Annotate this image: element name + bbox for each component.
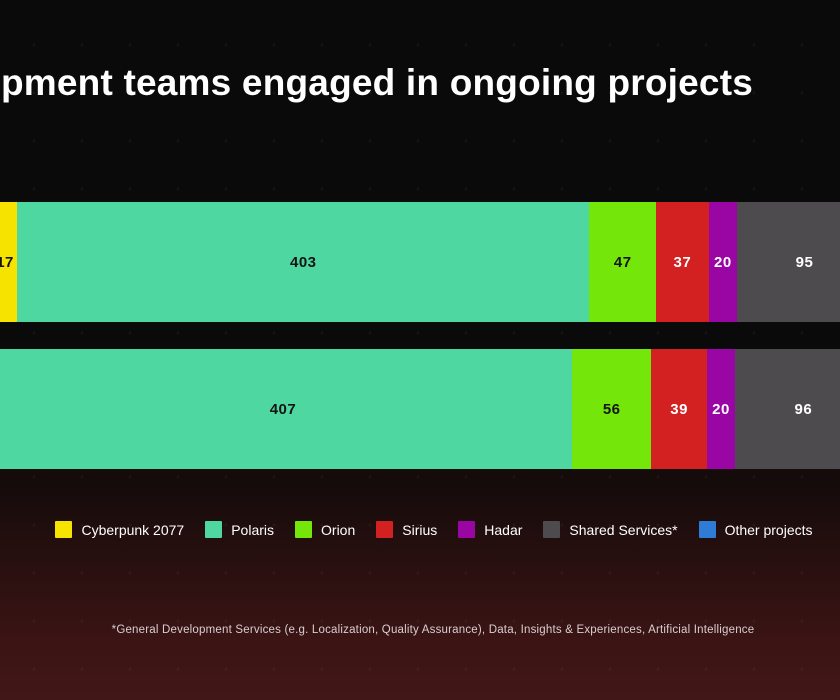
legend-item-other-projects: Other projects xyxy=(698,521,813,538)
legend-item-sirius: Sirius xyxy=(376,521,437,538)
legend-swatch xyxy=(698,521,716,538)
legend-swatch xyxy=(55,521,73,538)
legend-item-orion: Orion xyxy=(295,521,355,538)
bar-segment-polaris: 403 xyxy=(17,202,590,322)
chart-legend: Cyberpunk 2077 Polaris Orion Sirius Hadar Sha… xyxy=(14,521,840,538)
segment-value-label: 96 xyxy=(794,400,813,418)
bar-segment-shared-services: 95 xyxy=(737,202,840,322)
chart-footnote: *General Development Services (e.g. Loca… xyxy=(111,624,755,636)
segment-value-label: 47 xyxy=(613,253,632,271)
legend-item-cyberpunk-2077: Cyberpunk 2077 xyxy=(55,521,184,538)
legend-swatch xyxy=(376,521,394,538)
legend-item-label: Sirius xyxy=(402,521,438,538)
segment-value-label: 20 xyxy=(713,253,732,271)
legend-item-shared-services: Shared Services* xyxy=(543,521,678,538)
bar-segment-sirius: 37 xyxy=(656,202,709,322)
bar-segment-shared-services: 96 xyxy=(735,349,840,469)
legend-swatch xyxy=(205,521,223,538)
legend-item-label: Cyberpunk 2077 xyxy=(81,521,185,538)
segment-value-label: 20 xyxy=(712,400,730,418)
legend-swatch xyxy=(295,521,313,538)
legend-item-label: Other projects xyxy=(724,521,813,538)
bar-segment-orion: 47 xyxy=(589,202,657,322)
segment-value-label: 95 xyxy=(795,253,814,271)
legend-item-label: Shared Services* xyxy=(569,521,678,538)
bar-row-2: 407 56 39 20 96 xyxy=(0,349,840,469)
legend-swatch xyxy=(543,521,561,538)
legend-item-label: Orion xyxy=(321,521,356,538)
legend-item-polaris: Polaris xyxy=(205,521,274,538)
segment-value-label: 37 xyxy=(673,253,692,271)
bar-segment-hadar: 20 xyxy=(706,349,736,469)
legend-item-label: Hadar xyxy=(484,521,523,538)
page-title: pment teams engaged in ongoing projects xyxy=(1,62,753,103)
bar-segment-orion: 56 xyxy=(571,349,652,469)
bar-row-1: 17 403 47 37 20 95 xyxy=(0,202,840,322)
bar-segment-sirius: 39 xyxy=(651,349,707,469)
bar-segment-cyberpunk-2077: 17 xyxy=(0,202,18,322)
segment-value-label: 39 xyxy=(670,400,688,418)
segment-value-label: 403 xyxy=(289,253,317,271)
legend-item-label: Polaris xyxy=(231,521,275,538)
segment-value-label: 407 xyxy=(269,400,297,418)
bar-segment-hadar: 20 xyxy=(708,202,738,322)
segment-value-label: 17 xyxy=(0,253,14,271)
legend-item-hadar: Hadar xyxy=(458,521,522,538)
segment-value-label: 56 xyxy=(602,400,621,418)
bar-segment-polaris: 407 xyxy=(0,349,572,469)
legend-swatch xyxy=(458,521,476,538)
